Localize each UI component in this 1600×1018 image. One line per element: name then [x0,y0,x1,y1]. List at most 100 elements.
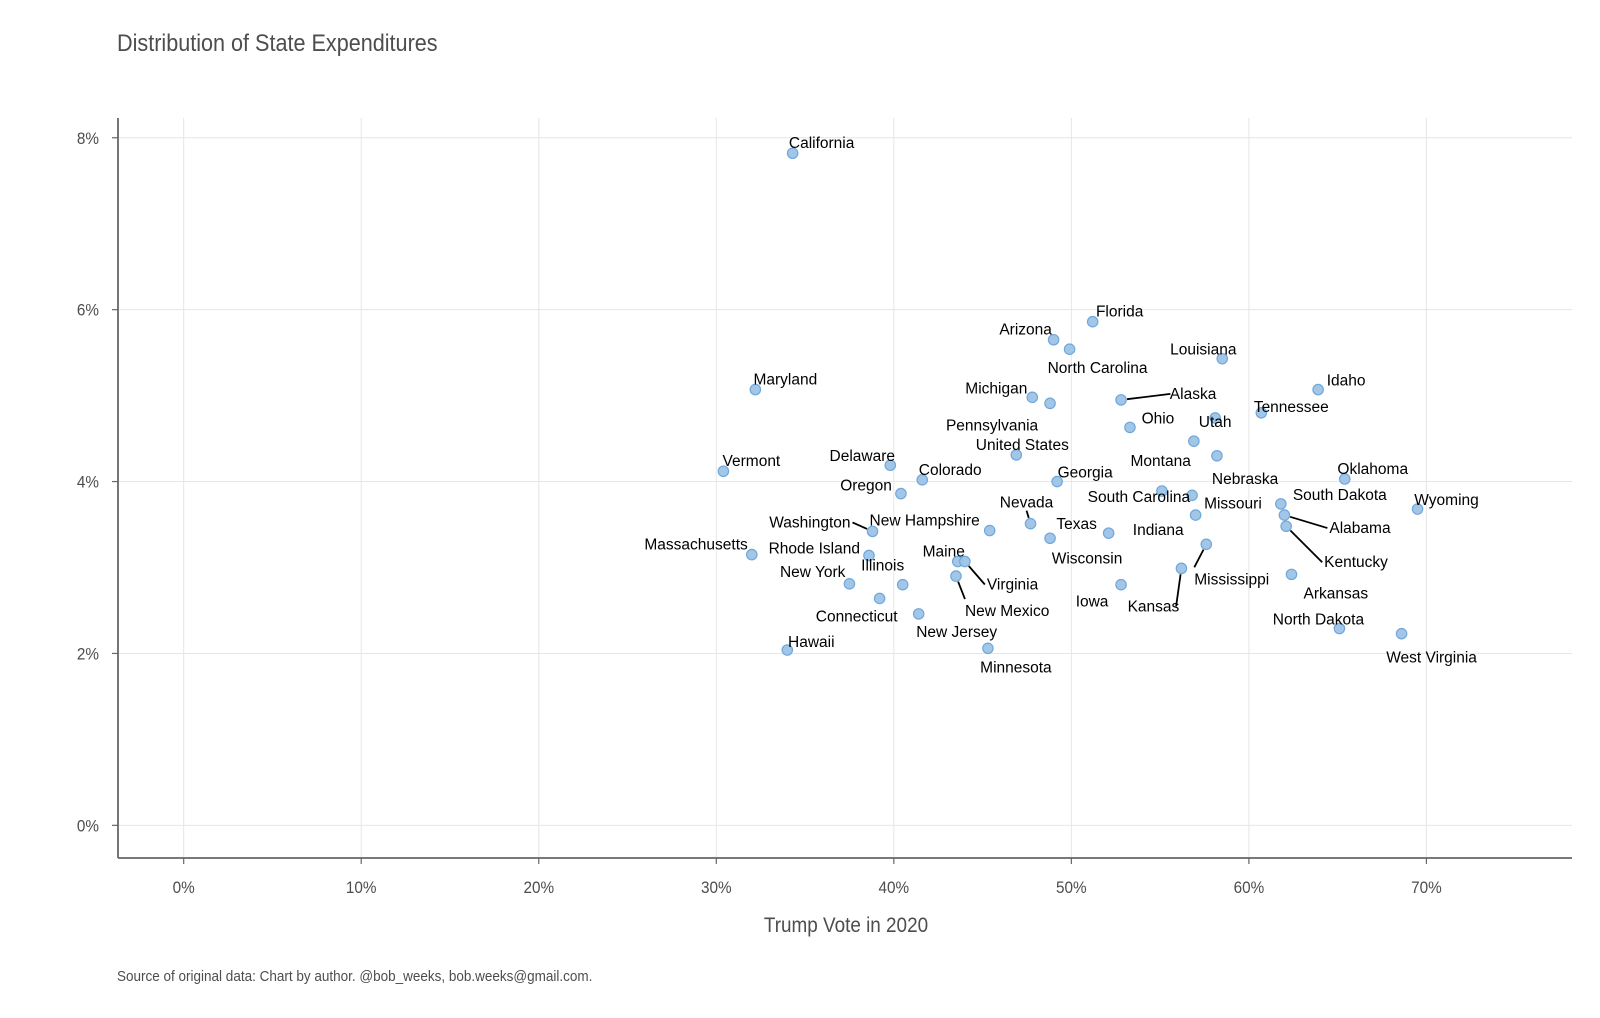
point-label: Florida [1096,304,1144,321]
point-label: Rhode Island [769,540,860,557]
point-label: Arkansas [1303,585,1368,602]
point-label: Alabama [1329,520,1391,537]
data-point [873,592,886,605]
point-label: Louisiana [1170,342,1237,359]
data-point [1200,538,1213,551]
tick-labels: 0% 10% 20% 30% 40% 50% 60% 70% 0% 2% 4% 6% 8% [77,129,1442,897]
data-point [1047,333,1060,346]
data-point [896,578,909,591]
label-leader-line [1175,574,1182,607]
point-label: Illinois [861,558,904,575]
data-point [749,383,762,396]
point-label: Tennessee [1254,399,1329,416]
x-tick-label: 70% [1411,878,1442,897]
data-point [866,525,879,538]
point-label: Maryland [753,372,817,389]
data-point [843,578,856,590]
point-label: Wisconsin [1052,550,1123,567]
y-tick-label: 0% [77,817,99,836]
point-labels: California Florida Arizona North Carolina Lo… [644,135,1478,676]
point-label: Nevada [1000,495,1054,512]
label-leader-line [1025,510,1030,519]
point-label: Kansas [1128,598,1180,615]
data-point [1026,391,1039,404]
x-axis-title: Trump Vote in 2020 [764,914,928,937]
point-label: Montana [1131,453,1192,470]
data-point [1255,406,1268,419]
x-tick-label: 60% [1234,878,1265,897]
point-label: Utah [1199,414,1232,431]
point-label: Alaska [1170,386,1217,403]
data-point [1395,627,1408,640]
point-label: Virginia [987,576,1039,593]
point-label: Nebraska [1212,471,1279,488]
data-point [1280,520,1292,533]
point-label: Colorado [919,462,982,479]
data-point [1175,562,1188,575]
x-tick-label: 40% [879,878,910,897]
data-point [1102,527,1115,539]
point-label: Vermont [723,453,781,470]
label-leader-line [968,565,986,586]
point-label: Arizona [999,322,1052,339]
point-label: North Carolina [1048,360,1148,377]
point-label: Delaware [830,448,895,465]
y-tick-label: 8% [77,129,99,148]
data-point [863,549,875,562]
data-point [1024,517,1037,530]
data-points [717,147,1424,656]
x-tick-label: 30% [701,878,732,897]
point-label: Connecticut [816,608,899,625]
label-leader-line [1126,393,1171,401]
point-label: Maine [923,543,965,560]
data-point [1086,315,1099,328]
data-point [1338,473,1351,485]
data-point [1115,578,1127,591]
data-point [1333,622,1346,635]
x-tick-label: 0% [173,878,195,897]
data-point [745,548,758,561]
point-label: New Hampshire [870,513,980,530]
data-point [912,608,925,620]
data-point [1044,532,1056,545]
point-label: Michigan [965,380,1027,397]
point-label: Massachusetts [644,537,748,554]
point-label: New York [780,564,846,581]
label-leader-line [957,581,966,600]
point-label: Kentucky [1324,554,1388,571]
data-point [916,474,929,486]
data-point [884,459,897,472]
point-label: Oregon [840,478,892,495]
data-point [959,555,971,568]
data-point [982,642,994,655]
label-leader-lines [852,393,1328,607]
point-label: United States [976,437,1069,454]
data-point [895,487,907,500]
y-tick-label: 6% [77,301,99,320]
data-point [1275,498,1287,510]
data-point [950,570,962,582]
point-label: Texas [1056,516,1097,533]
data-point [1209,412,1221,424]
data-point [1411,503,1424,515]
axes [112,118,1572,864]
label-leader-line [1289,515,1328,529]
point-label: Indiana [1133,522,1184,539]
data-point [717,465,730,478]
chart-caption: Source of original data: Chart by author… [117,968,593,985]
point-label: Hawaii [788,634,835,651]
label-leader-line [1193,549,1205,568]
x-tick-label: 50% [1056,878,1087,897]
point-label: Idaho [1327,373,1366,390]
data-point [1312,383,1324,396]
data-point [1156,485,1168,497]
point-label: Pennsylvania [946,417,1039,434]
x-tick-label: 20% [523,878,554,897]
data-point [781,644,794,656]
data-point [1124,421,1136,434]
point-label: Iowa [1076,594,1109,611]
point-label: Wyoming [1414,492,1478,509]
data-point [786,147,799,160]
point-label: Missouri [1204,495,1262,512]
